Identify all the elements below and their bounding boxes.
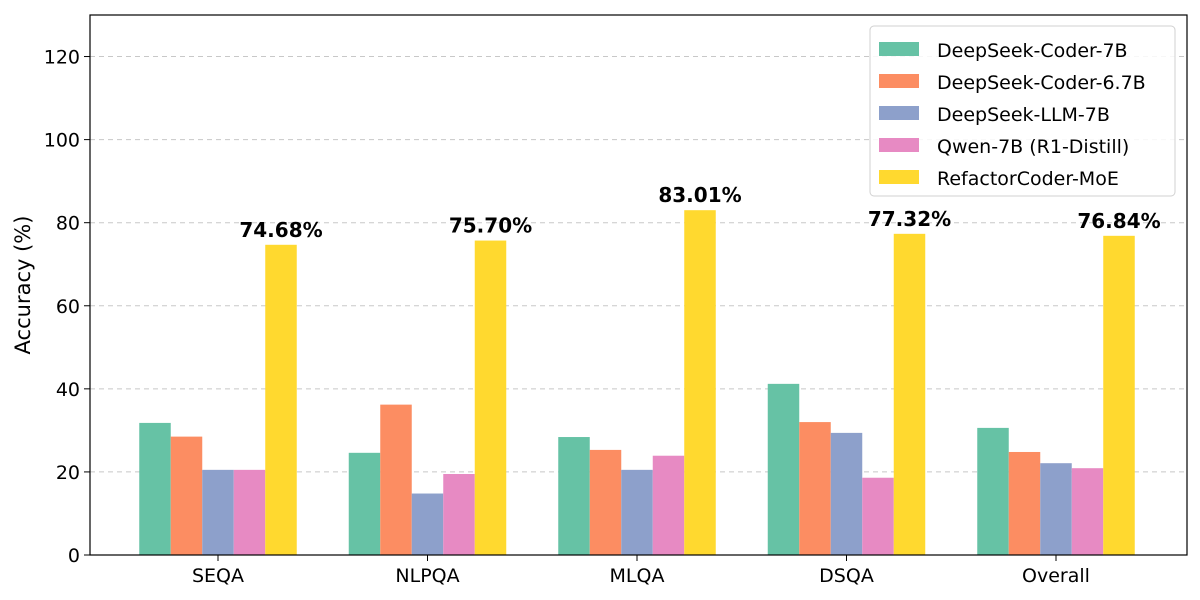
- bar-deepseek-llm-7b-seqa: [202, 469, 234, 555]
- bar-deepseek-llm-7b-overall: [1040, 463, 1072, 555]
- y-tick-label: 80: [56, 213, 80, 235]
- data-labels: 74.68% 75.70% 83.01% 77.32% 76.84%: [239, 183, 1160, 242]
- bar-refactorcoder-moe-overall: [1103, 235, 1135, 555]
- y-axis-label: Accuracy (%): [11, 216, 35, 355]
- legend-swatch: [879, 106, 919, 120]
- bar-deepseek-coder-7b-nlpqa: [348, 452, 381, 555]
- bar-refactorcoder-moe-mlqa: [684, 210, 716, 556]
- bar-deepseek-coder-6-7b-seqa: [170, 436, 203, 555]
- plot-frame: [89, 14, 1188, 556]
- bar-deepseek-coder-6-7b-mlqa: [589, 449, 622, 555]
- x-tick-label: NLPQA: [395, 565, 459, 587]
- legend-swatch: [879, 42, 919, 56]
- y-tick-label: 60: [56, 296, 80, 318]
- bar-qwen-7b-r1-distill--nlpqa: [443, 474, 475, 555]
- bar-qwen-7b-r1-distill--mlqa: [652, 455, 685, 555]
- legend-label: RefactorCoder-MoE: [937, 168, 1119, 190]
- y-tick-label: 40: [56, 379, 80, 401]
- bar-deepseek-llm-7b-mlqa: [621, 469, 653, 555]
- bar-deepseek-llm-7b-dsqa: [830, 432, 863, 555]
- legend-swatch: [879, 138, 919, 152]
- x-tick-label: SEQA: [192, 565, 244, 587]
- bar-qwen-7b-r1-distill--dsqa: [862, 477, 894, 555]
- bar-refactorcoder-moe-seqa: [265, 244, 297, 555]
- data-label: 77.32%: [868, 207, 951, 231]
- bar-deepseek-coder-6-7b-overall: [1008, 451, 1041, 555]
- x-tick-label: MLQA: [610, 565, 665, 587]
- bar-deepseek-coder-7b-seqa: [139, 422, 171, 555]
- bar-qwen-7b-r1-distill--overall: [1071, 468, 1104, 555]
- data-label: 76.84%: [1077, 209, 1160, 233]
- x-tick-label: Overall: [1022, 565, 1090, 587]
- bar-deepseek-llm-7b-nlpqa: [411, 493, 444, 555]
- bar-refactorcoder-moe-nlpqa: [474, 240, 507, 556]
- legend-swatch: [879, 74, 919, 88]
- y-tick-label: 0: [68, 545, 80, 567]
- bar-refactorcoder-moe-dsqa: [893, 233, 926, 555]
- data-label: 83.01%: [658, 183, 741, 207]
- legend-label: Qwen-7B (R1-Distill): [937, 136, 1129, 158]
- bar-deepseek-coder-7b-mlqa: [558, 437, 590, 555]
- y-tick-label: 20: [56, 462, 80, 484]
- bars: [139, 210, 1135, 556]
- legend: DeepSeek-Coder-7B DeepSeek-Coder-6.7B Deep…: [869, 25, 1176, 197]
- y-axis: 0 20 40 60 80 100 120: [44, 47, 90, 567]
- bar-deepseek-coder-6-7b-nlpqa: [380, 404, 412, 555]
- legend-box: [869, 25, 1176, 197]
- x-tick-label: DSQA: [819, 565, 874, 587]
- legend-swatch: [879, 170, 919, 184]
- bar-deepseek-coder-6-7b-dsqa: [799, 422, 831, 555]
- data-label: 75.70%: [449, 214, 532, 238]
- y-tick-label: 100: [44, 130, 80, 152]
- bar-qwen-7b-r1-distill--seqa: [233, 469, 266, 555]
- y-tick-label: 120: [44, 47, 80, 69]
- bar-deepseek-coder-7b-overall: [977, 427, 1009, 555]
- bar-deepseek-coder-7b-dsqa: [767, 383, 800, 555]
- x-axis: SEQA NLPQA MLQA DSQA Overall: [192, 555, 1090, 587]
- legend-label: DeepSeek-Coder-7B: [937, 40, 1128, 62]
- data-label: 74.68%: [239, 218, 322, 242]
- legend-label: DeepSeek-Coder-6.7B: [937, 72, 1146, 94]
- legend-label: DeepSeek-LLM-7B: [937, 104, 1110, 126]
